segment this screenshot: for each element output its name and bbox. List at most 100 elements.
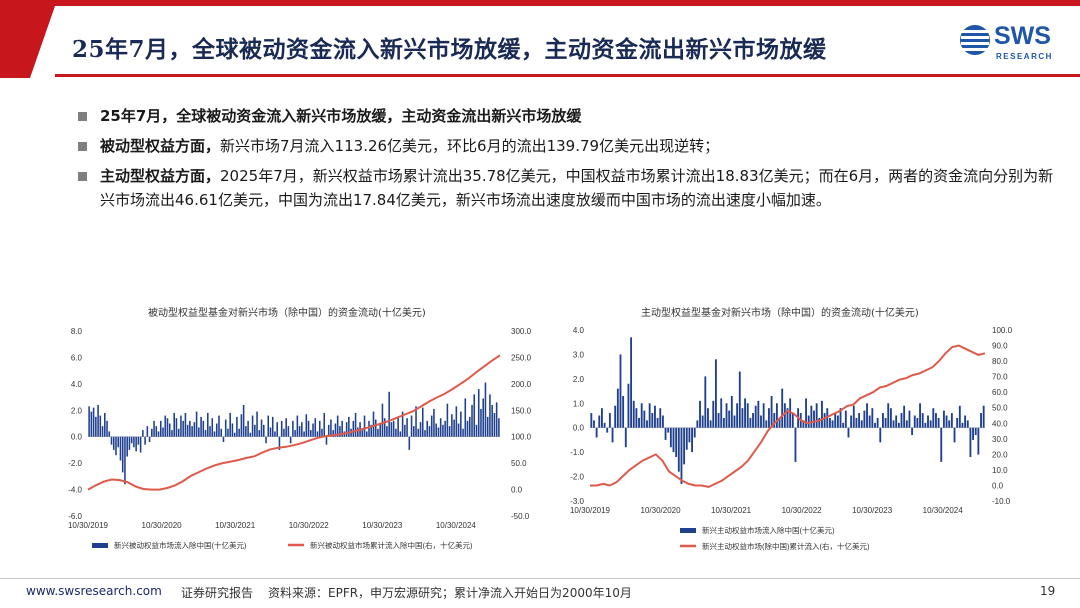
bar bbox=[278, 436, 281, 450]
bar bbox=[813, 410, 815, 428]
bar bbox=[424, 430, 426, 437]
bar bbox=[927, 415, 929, 428]
right-axis-tick-label: 250.0 bbox=[511, 353, 532, 362]
bar bbox=[95, 416, 97, 437]
bar bbox=[677, 427, 680, 472]
right-axis-tick-label: 30.0 bbox=[992, 435, 1008, 444]
bar bbox=[935, 413, 937, 428]
bar bbox=[88, 406, 90, 437]
bar bbox=[173, 412, 175, 437]
footer-divider bbox=[0, 578, 1080, 579]
bullet-square-icon bbox=[78, 142, 87, 151]
bar bbox=[749, 417, 752, 428]
bar bbox=[953, 427, 956, 443]
bar bbox=[334, 423, 337, 437]
bar bbox=[601, 408, 603, 428]
bar bbox=[462, 428, 464, 437]
bar bbox=[372, 411, 375, 437]
bar bbox=[640, 403, 643, 428]
footer-website[interactable]: www.swsresearch.com bbox=[26, 584, 162, 598]
bar bbox=[352, 420, 355, 437]
bar bbox=[778, 417, 781, 428]
bar bbox=[97, 405, 99, 437]
bullet-bold-text: 25年7月，全球被动资金流入新兴市场放缓，主动资金流出新兴市场放缓 bbox=[100, 107, 582, 125]
bar bbox=[283, 428, 285, 437]
bar bbox=[413, 426, 415, 437]
bar bbox=[126, 436, 128, 457]
bar bbox=[466, 420, 469, 437]
bar bbox=[211, 418, 214, 437]
bar bbox=[383, 418, 386, 437]
bar bbox=[386, 426, 388, 437]
bar bbox=[982, 405, 985, 428]
left-axis-tick-label: 2.0 bbox=[71, 406, 83, 415]
bar bbox=[354, 412, 357, 437]
bar bbox=[419, 422, 422, 437]
right-axis-tick-label: 40.0 bbox=[992, 419, 1008, 428]
bar bbox=[274, 431, 276, 437]
left-axis-tick-label: -6.0 bbox=[68, 512, 82, 521]
bar bbox=[301, 422, 303, 437]
bar bbox=[236, 416, 238, 437]
bar bbox=[831, 420, 834, 428]
bar bbox=[733, 415, 736, 428]
bar bbox=[672, 427, 675, 453]
bar bbox=[110, 436, 113, 445]
bar bbox=[643, 410, 646, 428]
bar bbox=[627, 383, 630, 428]
bar bbox=[611, 427, 614, 443]
bullet-text: 新兴市场7月流入113.26亿美元，环比6月的流出139.79亿美元出现逆转； bbox=[220, 137, 720, 155]
legend-bar-label: 新兴被动权益市场流入除中国(十亿美元) bbox=[114, 540, 247, 550]
bar bbox=[852, 405, 855, 428]
bar bbox=[736, 403, 739, 428]
bar bbox=[709, 420, 712, 428]
bar bbox=[146, 426, 149, 437]
bar bbox=[224, 419, 227, 437]
bar bbox=[475, 424, 478, 437]
bar bbox=[630, 337, 633, 428]
right-axis-tick-label: 150.0 bbox=[511, 406, 532, 415]
bar bbox=[271, 416, 274, 437]
bar bbox=[177, 428, 180, 437]
bar bbox=[229, 412, 231, 437]
left-axis-tick-label: -4.0 bbox=[68, 486, 82, 495]
bar bbox=[683, 427, 686, 465]
x-axis-tick-label: 10/30/2024 bbox=[923, 506, 964, 515]
bar bbox=[659, 408, 662, 428]
bar bbox=[913, 415, 916, 428]
bar bbox=[128, 436, 131, 450]
bar bbox=[744, 398, 747, 428]
bar bbox=[435, 423, 437, 437]
bar bbox=[379, 423, 381, 437]
bar bbox=[222, 436, 225, 442]
bar bbox=[714, 359, 717, 428]
bar bbox=[879, 427, 882, 443]
bar bbox=[685, 427, 688, 450]
x-axis-tick-label: 10/30/2019 bbox=[570, 506, 611, 515]
bar bbox=[247, 420, 249, 437]
bar bbox=[598, 415, 601, 428]
bar bbox=[421, 407, 424, 437]
bar bbox=[940, 427, 943, 462]
bar bbox=[285, 418, 287, 437]
bar bbox=[741, 408, 744, 428]
bar bbox=[858, 413, 861, 428]
bar bbox=[616, 388, 619, 428]
bar bbox=[215, 423, 218, 437]
bar bbox=[245, 426, 247, 437]
bar bbox=[220, 428, 223, 437]
x-axis-tick-label: 10/30/2020 bbox=[142, 521, 183, 530]
bar bbox=[137, 436, 140, 445]
bar bbox=[90, 411, 93, 437]
bar bbox=[457, 423, 460, 437]
bar bbox=[388, 391, 390, 437]
chart-plot-1: 4.0 3.0 2.0 1.0 0.0 -1.0 -2.0 -3.0 100.0 90.0 80.0… bbox=[570, 326, 1013, 551]
legend-line-label: 新兴主动权益市场(除中国)累计流入(右，十亿美元) bbox=[702, 541, 870, 551]
bar bbox=[316, 431, 319, 437]
bar bbox=[762, 403, 765, 428]
x-axis-tick-label: 10/30/2021 bbox=[711, 506, 752, 515]
bar bbox=[233, 432, 236, 437]
bar bbox=[363, 415, 366, 437]
bar bbox=[242, 405, 245, 437]
bar bbox=[166, 418, 169, 437]
